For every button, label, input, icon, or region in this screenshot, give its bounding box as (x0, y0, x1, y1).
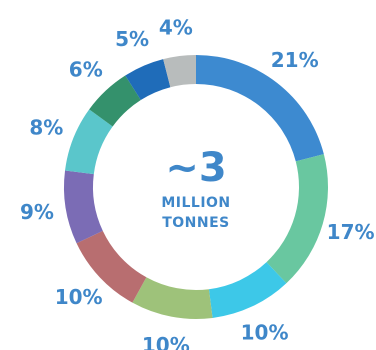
slice-label-9: 5% (115, 27, 149, 51)
slice-9 (125, 59, 171, 101)
slice-10 (163, 55, 196, 88)
slice-label-1: 21% (271, 48, 319, 72)
center-text: ~3 MILLION TONNES (161, 145, 230, 231)
slice-label-7: 8% (29, 116, 63, 140)
slice-label-6: 9% (20, 200, 54, 224)
slice-6 (63, 170, 103, 244)
slice-5 (76, 230, 147, 303)
slice-7 (65, 109, 113, 175)
center-unit-line2: TONNES (162, 215, 230, 231)
slice-4 (132, 277, 213, 320)
slice-labels: 21% 17% 10% 10% 10% 9% 8% 6% 5% 4% (20, 15, 375, 350)
slice-label-10: 4% (159, 15, 193, 39)
slice-label-5: 10% (55, 285, 103, 309)
slice-label-2: 17% (327, 220, 375, 244)
donut-slices (63, 55, 328, 320)
slice-8 (89, 75, 141, 127)
slice-label-4: 10% (142, 333, 190, 350)
slice-2 (266, 154, 328, 284)
center-value: ~3 (165, 145, 226, 191)
slice-3 (208, 262, 287, 318)
slice-label-3: 10% (241, 321, 289, 345)
slice-1 (196, 55, 324, 162)
center-unit-line1: MILLION (161, 195, 230, 211)
slice-label-8: 6% (69, 58, 103, 82)
